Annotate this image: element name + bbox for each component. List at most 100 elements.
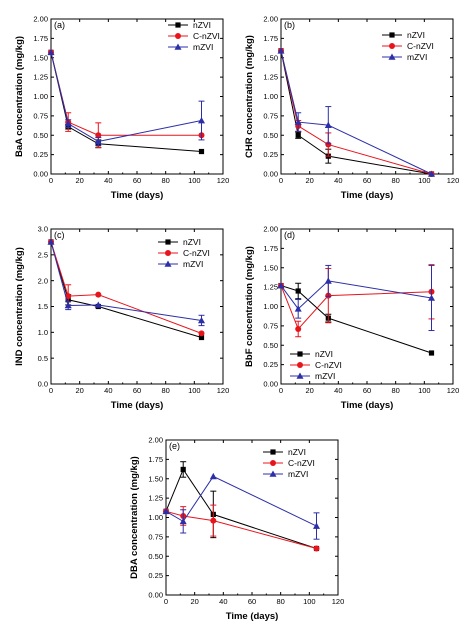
y-tick-label: 0.25 xyxy=(263,150,278,159)
series-line xyxy=(50,52,202,142)
x-axis-title: Time (days) xyxy=(341,190,394,201)
panel-label: (a) xyxy=(54,20,65,30)
legend-marker xyxy=(175,22,181,28)
x-tick-label: 60 xyxy=(363,176,371,185)
series-line xyxy=(280,50,432,175)
x-tick-label: 20 xyxy=(190,597,198,606)
y-tick-label: 0.00 xyxy=(263,170,278,179)
chart-panel-1: 0 20 40 60 80 100 120 0.00 0.25 0.50 0.75 1.00 1.25 1… xyxy=(244,15,459,201)
chart-panel-4: 0 20 40 60 80 100 120 0.00 0.25 0.50 0.75 1.00 1.25 1… xyxy=(129,436,344,622)
data-point xyxy=(64,301,72,309)
panel-label: (c) xyxy=(54,230,65,240)
series-mZVI xyxy=(47,48,205,146)
series-C-nZVI xyxy=(278,264,435,338)
y-tick-label: 1.00 xyxy=(263,302,278,311)
y-tick-label: 0.00 xyxy=(148,591,163,600)
data-point xyxy=(198,334,205,341)
x-axis-title: Time (days) xyxy=(111,400,164,411)
x-tick-label: 80 xyxy=(161,386,169,395)
y-tick-label: 0.50 xyxy=(263,131,278,140)
series-C-nZVI xyxy=(48,238,205,337)
data-point xyxy=(277,47,285,54)
y-tick-label: 0.00 xyxy=(263,380,278,389)
y-tick-label: 1.00 xyxy=(148,513,163,522)
y-tick-label: 1.00 xyxy=(263,92,278,101)
y-tick-label: 0.5 xyxy=(38,354,48,363)
series-line xyxy=(165,468,317,549)
x-tick-label: 60 xyxy=(133,176,141,185)
series-C-nZVI xyxy=(48,49,205,149)
data-point xyxy=(428,170,435,177)
data-point xyxy=(428,294,435,301)
legend-label: C-nZVI xyxy=(288,458,315,468)
x-tick-label: 80 xyxy=(161,176,169,185)
y-tick-label: 0.75 xyxy=(33,111,48,120)
chart-panel-3: 0 20 40 60 80 100 120 0.00 0.25 0.50 0.75 1.00 1.25 1… xyxy=(244,225,459,411)
y-tick-label: 1.25 xyxy=(263,73,278,82)
y-tick-label: 1.50 xyxy=(263,53,278,62)
y-tick-label: 1.50 xyxy=(263,263,278,272)
data-point xyxy=(65,293,72,300)
legend-label: mZVI xyxy=(315,371,335,381)
y-tick-label: 0.00 xyxy=(33,170,48,179)
x-tick-label: 60 xyxy=(248,597,256,606)
data-point xyxy=(95,132,102,139)
x-tick-label: 100 xyxy=(418,386,431,395)
series-line xyxy=(280,280,432,310)
chart-panel-2: 0 20 40 60 80 100 120 0.0 0.5 1.0 1.5 2.0 2.5 3.0 Time… xyxy=(14,225,229,411)
data-point xyxy=(198,148,205,155)
legend-marker xyxy=(270,449,276,455)
series-line xyxy=(50,52,202,136)
y-tick-label: 3.0 xyxy=(38,225,48,234)
x-tick-label: 120 xyxy=(217,386,230,395)
legend-marker xyxy=(297,351,303,357)
legend-marker xyxy=(164,260,172,267)
data-point xyxy=(47,48,55,56)
legend-label: nZVI xyxy=(288,447,306,457)
y-axis-title: BbF concentration (mg/kg) xyxy=(244,246,255,367)
y-tick-label: 0.75 xyxy=(263,111,278,120)
y-tick-label: 0.25 xyxy=(263,360,278,369)
x-tick-label: 60 xyxy=(133,386,141,395)
x-tick-label: 100 xyxy=(418,176,431,185)
y-tick-label: 1.50 xyxy=(148,474,163,483)
series-line xyxy=(280,50,432,175)
y-tick-label: 0.50 xyxy=(263,341,278,350)
data-point xyxy=(295,325,302,332)
data-point xyxy=(324,121,332,128)
data-point xyxy=(324,277,332,284)
legend-label: C-nZVI xyxy=(193,31,220,41)
legend-marker xyxy=(389,43,395,49)
y-tick-label: 1.5 xyxy=(38,302,48,311)
y-tick-label: 0.75 xyxy=(148,532,163,541)
y-tick-label: 1.75 xyxy=(263,34,278,43)
y-tick-label: 0.50 xyxy=(148,552,163,561)
x-tick-label: 0 xyxy=(49,386,53,395)
x-tick-label: 120 xyxy=(447,386,460,395)
series-line xyxy=(50,241,202,338)
data-point xyxy=(209,472,217,480)
y-axis-title: DBA concentration (mg/kg) xyxy=(129,456,140,579)
y-tick-label: 0.25 xyxy=(33,150,48,159)
data-point xyxy=(277,282,285,289)
series-line xyxy=(50,241,202,321)
legend-label: nZVI xyxy=(407,30,425,40)
x-tick-label: 100 xyxy=(303,597,316,606)
x-tick-label: 40 xyxy=(104,176,112,185)
series-nZVI xyxy=(48,49,205,155)
data-point xyxy=(162,507,170,515)
data-point xyxy=(47,238,55,245)
data-point xyxy=(313,522,320,529)
series-nZVI xyxy=(278,282,435,356)
y-tick-label: 2.00 xyxy=(263,15,278,24)
y-tick-label: 2.0 xyxy=(38,276,48,285)
series-line xyxy=(165,510,317,549)
y-tick-label: 1.25 xyxy=(33,73,48,82)
legend-marker xyxy=(389,32,395,38)
series-line xyxy=(165,475,317,527)
data-point xyxy=(94,137,102,145)
y-tick-label: 2.00 xyxy=(148,436,163,445)
